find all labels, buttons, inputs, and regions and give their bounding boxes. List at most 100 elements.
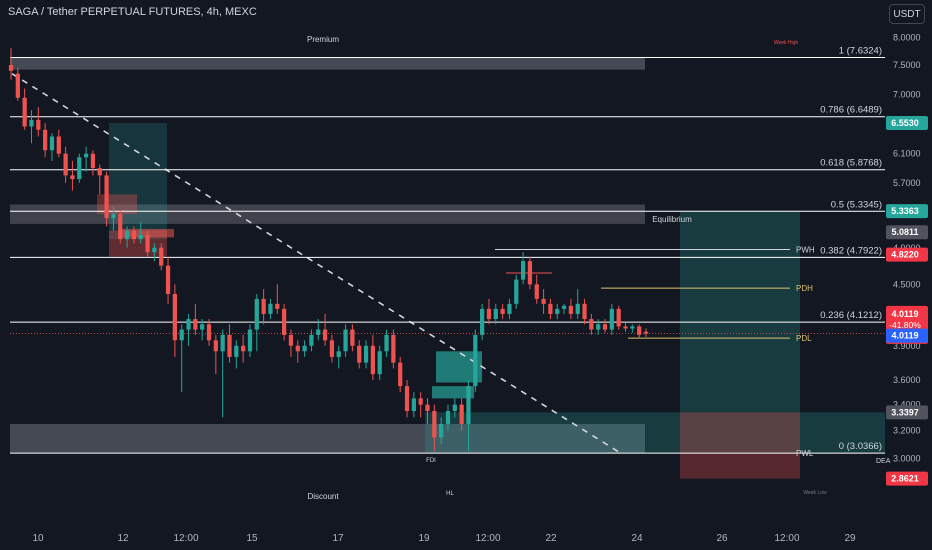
candle-body <box>507 303 512 314</box>
candle-body <box>241 345 246 352</box>
price-label-bg <box>886 471 928 486</box>
dea-label: DEA <box>876 458 891 465</box>
x-tick-label: 22 <box>545 533 557 544</box>
candle-body <box>43 129 48 151</box>
candle-body <box>452 404 457 412</box>
candle-body <box>200 324 205 330</box>
candle-body <box>445 411 451 425</box>
candle-body <box>288 334 294 346</box>
candle-body <box>623 326 628 329</box>
candle-body <box>254 298 259 330</box>
candle-body <box>145 234 150 253</box>
candle-body <box>329 340 335 357</box>
y-tick-label: 8.0000 <box>893 32 921 42</box>
candle-body <box>493 308 498 320</box>
candle-body <box>473 334 478 387</box>
price-label-bg <box>886 225 928 240</box>
x-tick-label: 12:00 <box>774 533 799 544</box>
price-label-bg <box>886 204 928 219</box>
equilibrium-label: Equilibrium <box>652 215 692 224</box>
candle-body <box>15 73 20 98</box>
candle-body <box>111 214 116 219</box>
pwh-label: PWH <box>796 246 815 255</box>
candle-body <box>541 298 546 304</box>
candle-body <box>377 351 382 375</box>
candle-body <box>514 279 519 304</box>
candle-body <box>616 308 621 327</box>
candle-body <box>527 261 533 285</box>
currency-button[interactable]: USDT <box>889 4 925 24</box>
fvg-box-lower <box>432 386 474 399</box>
fib-level-label: 0.5 (5.3345) <box>831 199 882 210</box>
candle-body <box>350 329 355 346</box>
candle-body <box>268 303 273 314</box>
candle-body <box>234 345 239 357</box>
candle-body <box>439 424 444 438</box>
fib-level-label: 1 (7.6324) <box>839 46 882 57</box>
candle-body <box>97 168 102 176</box>
price-label: 4.8220 <box>891 250 919 260</box>
current-price-marker-bg <box>886 328 928 343</box>
candle-body <box>152 247 157 253</box>
discount-zone <box>10 424 645 454</box>
y-tick-label: 7.5000 <box>893 60 921 70</box>
candle-body <box>165 265 171 294</box>
candle-body <box>500 308 505 314</box>
candle-body <box>104 175 109 219</box>
price-change-percent: -41.80% <box>889 320 921 330</box>
equilibrium-zone <box>10 204 645 224</box>
candle-body <box>90 153 96 169</box>
y-tick-label: 3.4000 <box>893 400 921 410</box>
candle-body <box>391 334 396 363</box>
current-price-value: 4.0119 <box>891 309 918 319</box>
y-tick-label: 3.2000 <box>893 426 921 436</box>
candle-body <box>186 319 191 330</box>
fvg-tag-label: FDI <box>426 458 436 464</box>
candle-body <box>425 404 430 412</box>
candle-body <box>643 331 649 334</box>
projection-stop-box <box>680 412 800 479</box>
price-label: 6.5530 <box>891 118 919 128</box>
candle-body <box>302 345 307 352</box>
y-tick-label: 4.5000 <box>893 279 921 289</box>
week-low-label: Week Low <box>803 490 827 496</box>
candle-body <box>609 308 614 330</box>
candle-body <box>193 319 198 330</box>
y-tick-label: 7.0000 <box>893 90 921 100</box>
candle-body <box>213 340 218 352</box>
x-tick-label: 12:00 <box>475 533 500 544</box>
y-tick-label: 3.6000 <box>893 375 921 385</box>
x-tick-label: 26 <box>716 533 728 544</box>
candle-body <box>534 284 539 299</box>
candle-body <box>138 234 143 240</box>
candle-body <box>179 329 184 341</box>
candle-body <box>29 119 34 127</box>
candle-body <box>322 329 328 341</box>
y-tick-label: 5.7000 <box>893 178 921 188</box>
fib-level-label: 0 (3.0366) <box>839 441 882 452</box>
candle-body <box>8 65 14 71</box>
candle-body <box>602 324 608 330</box>
candle-body <box>275 303 280 309</box>
x-tick-label: 10 <box>32 533 44 544</box>
fib-level-label: 0.236 (4.1212) <box>820 310 882 321</box>
candle-body <box>555 308 560 314</box>
candle-body <box>49 136 55 151</box>
candle-body <box>336 351 341 357</box>
candle-body <box>343 329 348 352</box>
candle-body <box>83 153 89 158</box>
price-label: 5.0811 <box>891 227 918 237</box>
hl-label: HL <box>446 491 454 497</box>
demand-zone <box>425 412 885 454</box>
y-tick-label: 3.9000 <box>893 341 921 351</box>
candle-body <box>295 345 300 352</box>
discount-label: Discount <box>307 492 339 501</box>
fib-level-label: 0.382 (4.7922) <box>820 245 882 256</box>
candle-body <box>370 345 375 375</box>
premium-label: Premium <box>307 35 339 44</box>
candle-body <box>418 398 423 405</box>
candle-body <box>220 334 225 352</box>
candle-body <box>398 362 403 387</box>
candle-body <box>316 329 321 335</box>
